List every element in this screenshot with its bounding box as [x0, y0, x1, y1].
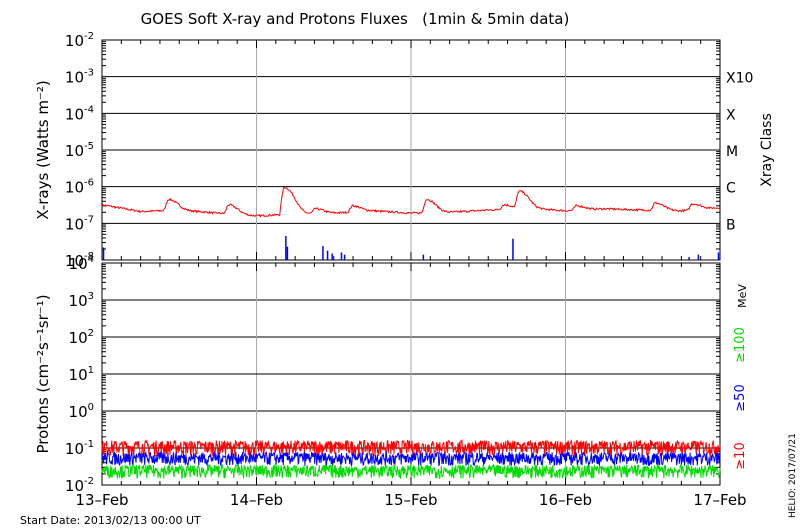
proton-tick-label: 102: [69, 328, 94, 347]
xray-class-label: M: [726, 144, 738, 160]
xray-tick-label: 10-7: [65, 214, 94, 233]
xray-long-channel-line: [101, 186, 721, 218]
x-tick-label: 13–Feb: [75, 491, 128, 509]
proton-panel: 10-2 10-1 100 101 102 103 104 Protons (cm⁻²s⁻¹s…: [34, 254, 749, 509]
xray-class-label: X: [726, 107, 736, 123]
xray-tick-label: 10-8: [65, 251, 94, 270]
xray-class-label: X10: [726, 71, 753, 87]
xray-class-label: C: [726, 181, 736, 197]
x-tick-label: 15–Feb: [384, 491, 437, 509]
proton-tick-label: 103: [69, 291, 94, 310]
proton-tick-label: 101: [69, 365, 94, 384]
credit-label: HELIO: 2017/07/21: [788, 433, 798, 518]
x-tick-label: 17–Feb: [693, 491, 746, 509]
xray-tick-label: 10-2: [65, 31, 94, 50]
proton-legend-label: ≥100: [733, 327, 748, 363]
chart-title: GOES Soft X-ray and Protons Fluxes (1min…: [141, 10, 570, 28]
start-date-label: Start Date: 2013/02/13 00:00 UT: [20, 514, 201, 527]
proton-legend-label: ≥10: [733, 442, 748, 469]
proton-tick-label: 104: [69, 254, 94, 273]
xray-class-label: B: [726, 217, 736, 233]
xray-tick-label: 10-6: [65, 178, 94, 197]
x-tick-label: 16–Feb: [539, 491, 592, 509]
proton-tick-label: 100: [69, 402, 94, 421]
proton-series-line: [101, 438, 721, 458]
proton-axis-title: Protons (cm⁻²s⁻¹sr⁻¹): [34, 294, 52, 453]
xray-panel: 10-8 10-7 10-6 10-5 10-4 10-3 10-2 X-rays (Watt…: [34, 31, 775, 270]
x-tick-label: 14–Feb: [230, 491, 283, 509]
xray-tick-label: 10-5: [65, 141, 94, 160]
xray-tick-label: 10-4: [65, 104, 94, 123]
proton-series-line: [101, 450, 721, 468]
xray-class-axis-title: Xray Class: [759, 113, 775, 187]
proton-tick-label: 10-2: [65, 476, 94, 495]
proton-tick-label: 10-1: [65, 439, 94, 458]
xray-tick-label: 10-3: [65, 68, 94, 87]
proton-legend-label: ≥50: [733, 384, 748, 411]
proton-unit-label: MeV: [736, 284, 749, 308]
xray-axis-title: X-rays (Watts m⁻²): [34, 80, 52, 219]
proton-series-line: [101, 463, 721, 480]
